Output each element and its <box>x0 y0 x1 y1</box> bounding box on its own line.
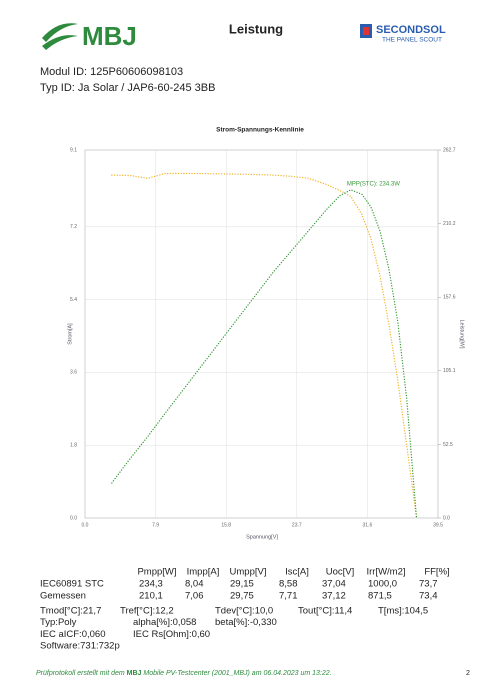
logo-subtext: THE PANEL SCOUT <box>382 37 442 44</box>
page-number: 2 <box>466 670 470 677</box>
cell: 8,58 <box>279 579 298 590</box>
x-axis-label: Spannung[V] <box>246 534 278 540</box>
y2-tick-label: 0.0 <box>443 515 450 521</box>
y-tick-label: 7.2 <box>70 224 77 230</box>
logo-text: MBJ <box>82 21 137 51</box>
cell: 7,71 <box>279 591 298 602</box>
results-table: Pmpp[W] Impp[A] Umpp[V] Isc[A] Uoc[V] Irr[W/m… <box>40 567 450 602</box>
cell: 73,4 <box>419 591 438 602</box>
logo-icon <box>363 27 369 35</box>
parameter: Tout[°C]:11,4 <box>298 606 352 617</box>
x-tick-label: 23.7 <box>292 522 302 528</box>
parameter: alpha[%]:0,058 <box>133 617 196 628</box>
y2-tick-label: 157.6 <box>443 295 456 301</box>
logo-swoosh <box>42 23 78 42</box>
footer-logo: MBJ <box>127 670 142 677</box>
y-tick-label: 3.6 <box>70 370 77 376</box>
y2-tick-label: 52.5 <box>443 442 453 448</box>
parameter: T[ms]:104,5 <box>378 606 428 617</box>
column-header: Umpp[V] <box>230 567 267 578</box>
y-tick-label: 9.1 <box>70 147 77 153</box>
column-header: Uoc[V] <box>326 567 355 578</box>
parameter: Tdev[°C]:10,0 <box>215 606 273 617</box>
cell: 871,5 <box>368 591 392 602</box>
parameter: IEC aICF:0,060 <box>40 629 105 640</box>
footer-before: Prüfprotokoll erstellt mit dem <box>36 670 125 677</box>
parameter: Tmod[°C]:21,7 <box>40 606 101 617</box>
footer-after: Mobile PV-Testcenter (2001_MBJ) am 06.04… <box>143 670 331 677</box>
cell: 234,3 <box>139 579 163 590</box>
column-header: Impp[A] <box>187 567 220 578</box>
y2-axis-label: Leistung[W] <box>459 319 465 349</box>
logo-text: SECONDSOL <box>376 24 446 36</box>
typ-id: Typ ID: Ja Solar / JAP6-60-245 3BB <box>40 82 215 94</box>
parameters: Tmod[°C]:21,7 Tref[°C]:12,2 Tdev[°C]:10,0 T… <box>40 606 428 652</box>
parameter: Typ:Poly <box>40 617 77 628</box>
parameter: Tref[°C]:12,2 <box>120 606 174 617</box>
y-tick-label: 1.8 <box>70 443 77 449</box>
plot: 0.0 7.9 15.8 23.7 31.6 39.50.01.83.65.47.29.1… <box>70 147 456 528</box>
y-tick-label: 5.4 <box>70 297 77 303</box>
x-tick-label: 39.5 <box>433 522 443 528</box>
parameter: IEC Rs[Ohm]:0,60 <box>133 629 210 640</box>
parameter: beta[%]:-0,330 <box>215 617 277 628</box>
column-header: Irr[W/m2] <box>366 567 405 578</box>
cell: 8,04 <box>185 579 204 590</box>
y-axis-label: Strom[A] <box>67 323 73 345</box>
x-tick-label: 0.0 <box>82 522 89 528</box>
cell: 7,06 <box>185 591 204 602</box>
cell: 73,7 <box>419 579 438 590</box>
y2-tick-label: 210.2 <box>443 221 456 227</box>
series-line <box>111 172 418 519</box>
x-tick-label: 7.9 <box>152 522 159 528</box>
page-title: Leistung <box>229 21 283 36</box>
cell: 37,12 <box>322 591 346 602</box>
footer-text: Prüfprotokoll erstellt mit dem MBJ Mobil… <box>36 670 332 677</box>
cell: 29,75 <box>230 591 254 602</box>
row-label: Gemessen <box>40 591 86 602</box>
parameter: Software:731:732p <box>40 641 120 652</box>
logo-swoosh <box>42 35 78 50</box>
logo-mbj: MBJ <box>42 21 137 51</box>
column-header: FF[%] <box>424 567 449 578</box>
module-id: Modul ID: 125P60606098103 <box>40 66 183 78</box>
cell: 210,1 <box>139 591 163 602</box>
series-line <box>111 189 418 519</box>
x-tick-label: 15.8 <box>221 522 231 528</box>
logo-secondsol: SECONDSOL THE PANEL SCOUT <box>360 24 446 44</box>
cell: 37,04 <box>322 579 346 590</box>
y2-tick-label: 262.7 <box>443 147 456 153</box>
plot-frame <box>84 149 439 519</box>
x-tick-label: 31.6 <box>363 522 373 528</box>
y-tick-label: 0.0 <box>70 515 77 521</box>
y2-tick-label: 105.1 <box>443 368 456 374</box>
cell: 29,15 <box>230 579 254 590</box>
row-label: IEC60891 STC <box>40 579 104 590</box>
chart-title: Strom-Spannungs-Kennlinie <box>216 127 304 134</box>
column-header: Pmpp[W] <box>137 567 176 578</box>
cell: 1000,0 <box>368 579 397 590</box>
column-header: Isc[A] <box>285 567 309 578</box>
annotation: MPP(STC): 234.3W <box>347 181 400 187</box>
